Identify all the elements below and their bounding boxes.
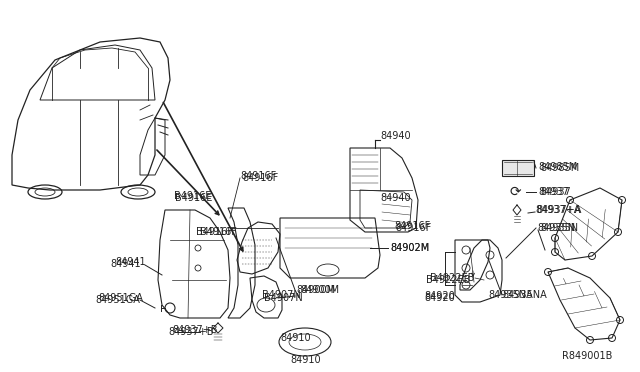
Text: 84985M: 84985M xyxy=(538,162,577,172)
Text: 84935N: 84935N xyxy=(540,223,578,233)
Bar xyxy=(502,160,534,176)
Text: B4916E: B4916E xyxy=(175,193,212,203)
Text: 84920: 84920 xyxy=(424,291,455,301)
Text: 84920: 84920 xyxy=(424,293,455,303)
Text: 84940: 84940 xyxy=(380,131,411,141)
Text: B4916F: B4916F xyxy=(196,227,233,237)
Text: 84937+B: 84937+B xyxy=(168,327,214,337)
Text: 84941: 84941 xyxy=(110,259,141,269)
Text: 84951GA: 84951GA xyxy=(98,293,143,303)
Text: 84910: 84910 xyxy=(280,333,310,343)
Text: B4922EB: B4922EB xyxy=(430,273,474,283)
Text: R849001B: R849001B xyxy=(562,351,612,361)
Text: 84940: 84940 xyxy=(380,193,411,203)
Text: 84935N: 84935N xyxy=(537,223,575,233)
Text: 84902M: 84902M xyxy=(390,243,429,253)
Text: 84900M: 84900M xyxy=(300,285,339,295)
Text: 84916F: 84916F xyxy=(242,173,278,183)
Text: 84951GA: 84951GA xyxy=(95,295,140,305)
Text: 84916F: 84916F xyxy=(240,171,276,181)
Text: 84916F: 84916F xyxy=(394,221,430,231)
Text: 84916F: 84916F xyxy=(395,223,431,233)
Text: 84937: 84937 xyxy=(540,187,571,197)
Text: 84900M: 84900M xyxy=(296,285,335,295)
Text: ⟳: ⟳ xyxy=(509,185,521,199)
Text: 84935NA: 84935NA xyxy=(502,290,547,300)
Text: 84937+A: 84937+A xyxy=(535,205,580,215)
Text: 84935NA: 84935NA xyxy=(488,290,532,300)
Text: 84985M: 84985M xyxy=(540,163,579,173)
Text: 84910: 84910 xyxy=(290,355,321,365)
Text: 84937+B: 84937+B xyxy=(172,325,218,335)
Text: B4922EB: B4922EB xyxy=(426,275,470,285)
Text: B4916E: B4916E xyxy=(174,191,211,201)
Text: 84902M: 84902M xyxy=(390,243,429,253)
Text: B4916F: B4916F xyxy=(200,227,237,237)
Text: 84941: 84941 xyxy=(115,257,146,267)
Text: 84937: 84937 xyxy=(538,187,569,197)
Text: B4907N: B4907N xyxy=(264,293,303,303)
Text: B4907N: B4907N xyxy=(262,290,301,300)
Text: 84937+A: 84937+A xyxy=(536,205,581,215)
